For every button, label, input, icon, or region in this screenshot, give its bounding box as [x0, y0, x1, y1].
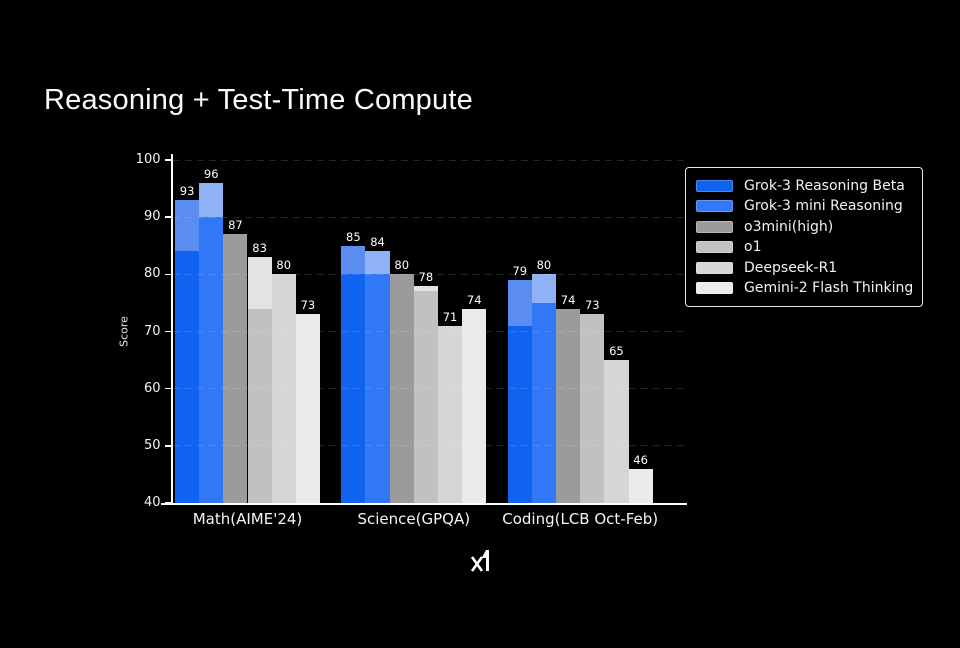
legend-label: Gemini-2 Flash Thinking — [744, 280, 914, 297]
bar-value-label: 71 — [442, 309, 458, 324]
x-category-label: Coding(LCB Oct-Feb) — [502, 510, 659, 528]
bar-value-label: 79 — [512, 264, 528, 279]
bar-cap-Grok-3 mini Reasoning-Coding(LCB Oct-Feb) — [531, 274, 557, 303]
bar-value-label: 80 — [276, 258, 292, 273]
bar-value-label: 85 — [346, 229, 361, 244]
bar-cap-Grok-3 Reasoning Beta-Coding(LCB Oct-Feb) — [507, 280, 532, 326]
bar-value-label: 80 — [536, 258, 552, 273]
bar-Deepseek-R1-Science(GPQA) — [437, 325, 463, 503]
bar-Grok-3 mini Reasoning-Science(GPQA) — [365, 274, 390, 503]
y-tick-mark-80 — [164, 273, 171, 276]
legend-label: o3mini(high) — [744, 218, 834, 235]
bar-cap-Grok-3 Reasoning Beta-Science(GPQA) — [341, 245, 366, 275]
legend-item: Grok-3 Reasoning Beta — [696, 176, 912, 195]
xai-logo — [470, 550, 489, 572]
logo-one-stem — [486, 550, 489, 571]
y-tick-mark-50 — [164, 445, 171, 447]
y-tick-mark-90 — [164, 216, 171, 218]
bar-cap-o1-Math(AIME'24) — [247, 257, 272, 309]
slide-title: Reasoning + Test-Time Compute — [44, 84, 473, 116]
bar-Grok-3 Reasoning Beta-Coding(LCB Oct-Feb) — [507, 325, 532, 503]
bar-value-label: 46 — [633, 452, 648, 467]
bar-value-label: 83 — [252, 241, 267, 256]
bar-value-label: 93 — [179, 184, 195, 199]
y-tick-label-80: 80 — [143, 266, 161, 282]
chart-legend: Grok-3 Reasoning Beta Grok-3 mini Reasoni… — [685, 167, 923, 307]
bar-value-label: 74 — [466, 292, 482, 307]
x-category-label: Science(GPQA) — [357, 510, 471, 528]
y-tick-label-90: 90 — [143, 209, 161, 225]
gridline-50 — [172, 445, 687, 447]
legend-label: Grok-3 Reasoning Beta — [744, 177, 905, 194]
bar-o3mini(high)-Coding(LCB Oct-Feb) — [556, 308, 581, 503]
gridline-100 — [172, 159, 687, 161]
y-tick-mark-40 — [164, 502, 171, 504]
bar-o1-Math(AIME'24) — [247, 308, 272, 503]
bar-Gemini-2 Flash Thinking-Coding(LCB Oct-Feb) — [628, 468, 653, 503]
bar-value-label: 73 — [584, 298, 600, 313]
gridline-80 — [172, 273, 687, 275]
bar-Gemini-2 Flash Thinking-Science(GPQA) — [462, 308, 487, 503]
y-tick-label-60: 60 — [143, 380, 161, 396]
bar-o1-Coding(LCB Oct-Feb) — [580, 314, 605, 503]
bar-Deepseek-R1-Coding(LCB Oct-Feb) — [604, 360, 629, 503]
bar-value-label: 65 — [609, 344, 624, 359]
logo-one-flag — [481, 550, 489, 558]
bar-o3mini(high)-Science(GPQA) — [389, 274, 414, 503]
bar-o3mini(high)-Math(AIME'24) — [223, 234, 248, 503]
bar-Grok-3 Reasoning Beta-Math(AIME'24) — [175, 251, 200, 503]
x-axis-line — [160, 503, 687, 505]
gridline-60 — [172, 388, 687, 390]
bar-value-label: 96 — [203, 166, 219, 181]
bar-value-label: 87 — [228, 218, 243, 233]
legend-item: Grok-3 mini Reasoning — [696, 197, 912, 216]
y-tick-label-70: 70 — [143, 323, 161, 339]
bar-value-label: 78 — [418, 269, 434, 284]
y-tick-label-50: 50 — [143, 437, 161, 453]
bar-Grok-3 mini Reasoning-Math(AIME'24) — [199, 217, 224, 503]
legend-swatch-icon — [696, 241, 733, 254]
y-tick-label-100: 100 — [135, 152, 161, 167]
bar-Gemini-2 Flash Thinking-Math(AIME'24) — [295, 314, 320, 503]
legend-label: Grok-3 mini Reasoning — [744, 198, 903, 215]
bar-Grok-3 mini Reasoning-Coding(LCB Oct-Feb) — [531, 302, 557, 503]
y-tick-label-40: 40 — [143, 495, 161, 510]
bar-value-label: 84 — [370, 235, 385, 250]
legend-swatch-icon — [696, 220, 733, 233]
bar-value-label: 73 — [300, 298, 316, 313]
legend-item: Deepseek-R1 — [696, 258, 912, 277]
gridline-70 — [172, 331, 687, 332]
legend-label: Deepseek-R1 — [744, 259, 838, 276]
bar-cap-o1-Science(GPQA) — [413, 285, 438, 292]
bar-cap-Grok-3 Reasoning Beta-Math(AIME'24) — [175, 200, 200, 252]
bar-cap-Grok-3 mini Reasoning-Science(GPQA) — [365, 251, 390, 275]
legend-swatch-icon — [696, 261, 733, 274]
legend-item: o1 — [696, 238, 912, 257]
bar-cap-Grok-3 mini Reasoning-Math(AIME'24) — [199, 182, 224, 218]
legend-swatch-icon — [696, 282, 733, 295]
bar-o1-Science(GPQA) — [413, 291, 438, 503]
bar-Grok-3 Reasoning Beta-Science(GPQA) — [341, 274, 366, 503]
y-tick-mark-60 — [164, 387, 171, 390]
legend-swatch-icon — [696, 200, 733, 213]
bar-Deepseek-R1-Math(AIME'24) — [271, 274, 296, 503]
legend-label: o1 — [744, 239, 762, 256]
legend-item: Gemini-2 Flash Thinking — [696, 279, 914, 298]
legend-swatch-icon — [696, 179, 733, 192]
y-tick-mark-100 — [164, 159, 171, 161]
legend-item: o3mini(high) — [696, 217, 912, 236]
y-tick-mark-70 — [164, 330, 171, 333]
bar-value-label: 74 — [560, 292, 576, 307]
y-axis-line — [171, 154, 173, 503]
logo-x-stroke-2 — [470, 556, 484, 572]
x-category-label: Math(AIME'24) — [192, 510, 303, 528]
bar-value-label: 80 — [394, 258, 410, 273]
gridline-90 — [172, 216, 687, 218]
